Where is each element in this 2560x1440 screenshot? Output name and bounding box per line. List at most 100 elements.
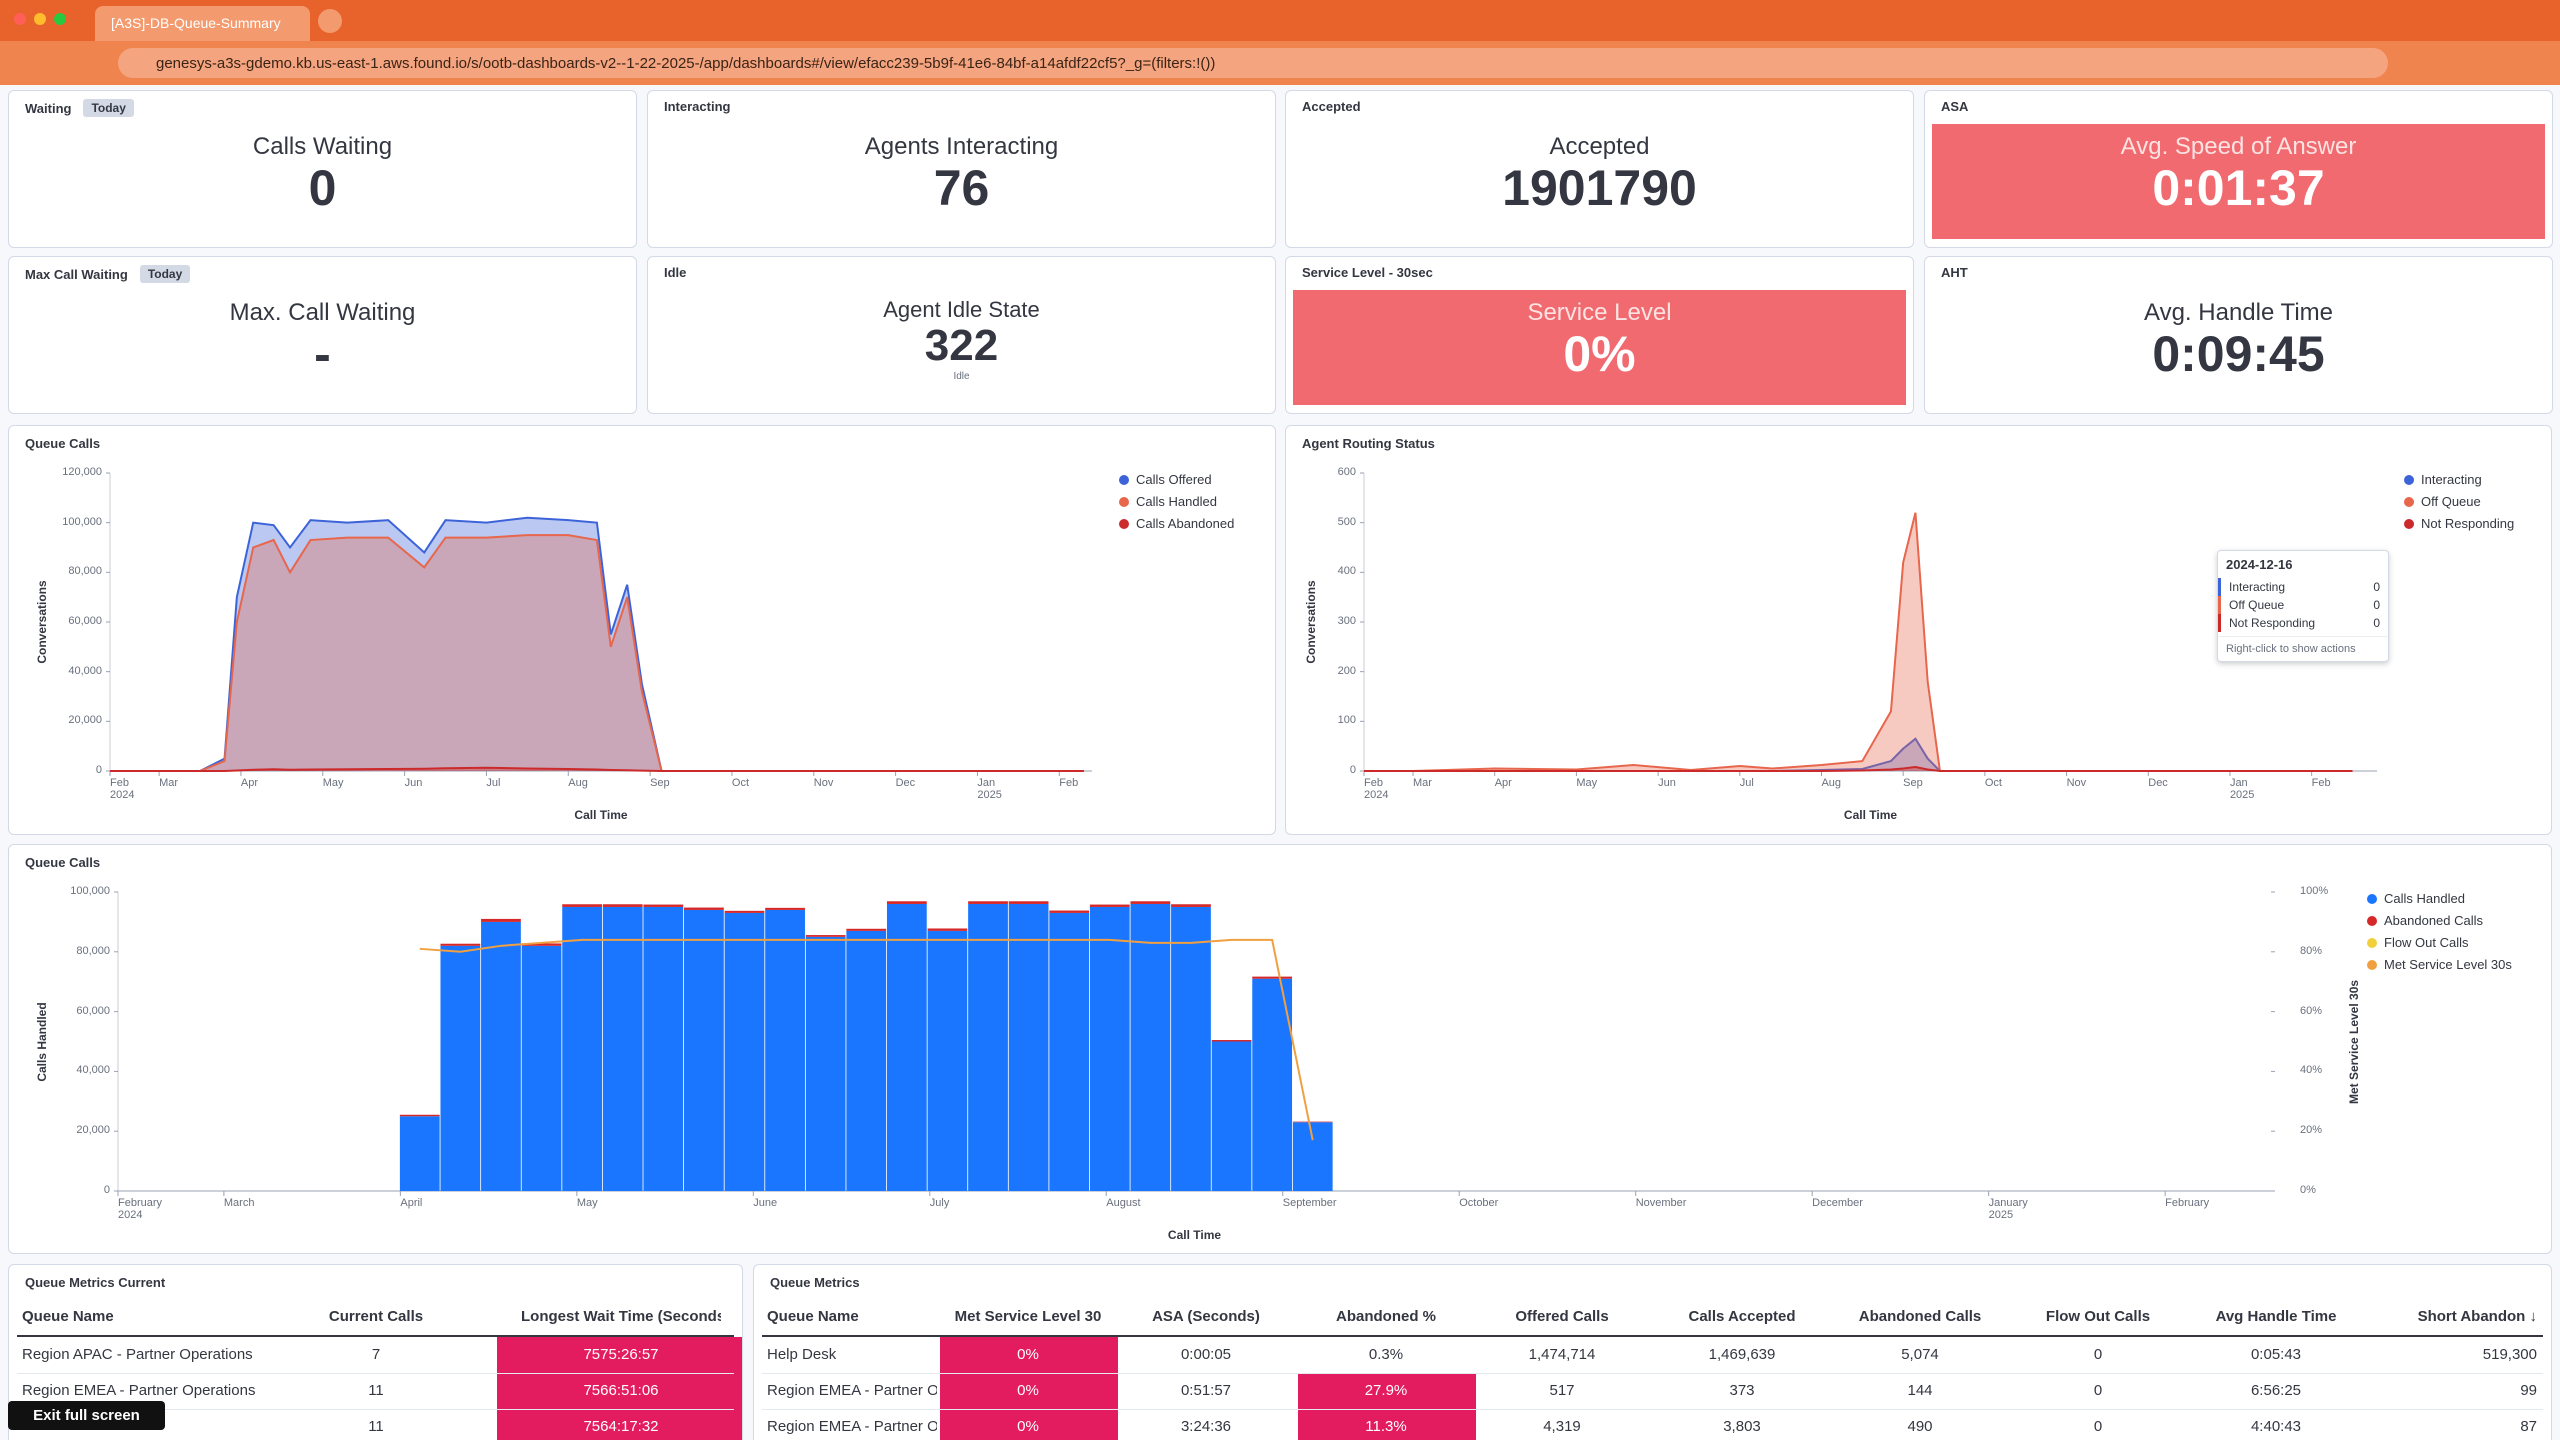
table-cell: 87 bbox=[2520, 1418, 2537, 1435]
header-rule bbox=[762, 1335, 2543, 1337]
y2-tick-label: 80% bbox=[2300, 944, 2323, 957]
column-header[interactable]: Avg Handle Time bbox=[2215, 1308, 2337, 1325]
legend-label[interactable]: Calls Abandoned bbox=[1136, 516, 1235, 531]
kpi-header: Max Call Waiting Today bbox=[25, 265, 191, 283]
plot bbox=[1360, 472, 2414, 776]
bar bbox=[1211, 1040, 1252, 1042]
kpi-header: Accepted bbox=[1302, 99, 1361, 114]
x-tick-label: September bbox=[1282, 1197, 1337, 1209]
legend-label[interactable]: Abandoned Calls bbox=[2384, 913, 2484, 928]
y-tick-label: 100,000 bbox=[70, 885, 110, 897]
x-tick-label: Feb 2024 bbox=[1364, 777, 1389, 802]
column-header[interactable]: Abandoned % bbox=[1336, 1308, 1436, 1325]
bar bbox=[724, 910, 765, 913]
bar bbox=[1049, 912, 1090, 1191]
exit-fullscreen[interactable]: Exit full screen bbox=[8, 1401, 165, 1430]
x-tick-label: Sep bbox=[650, 777, 670, 789]
bar bbox=[968, 903, 1008, 1191]
min-dot[interactable] bbox=[34, 13, 46, 25]
bar bbox=[846, 930, 887, 1191]
table-panel: Queue Metrics Queue Name Met Service Level… bbox=[753, 1264, 2552, 1440]
column-header[interactable]: Queue Name bbox=[767, 1308, 859, 1325]
column-header[interactable]: Calls Accepted bbox=[1688, 1308, 1796, 1325]
column-header[interactable]: ASA (Seconds) bbox=[1152, 1308, 1260, 1325]
legend-swatch bbox=[1119, 497, 1129, 507]
kpi-badge[interactable]: Today bbox=[139, 265, 191, 283]
bar bbox=[927, 930, 968, 1191]
x-tick-label: Oct bbox=[1984, 777, 2002, 789]
x-tick-label: Aug bbox=[1821, 777, 1842, 789]
column-header[interactable]: Current Calls bbox=[328, 1308, 424, 1325]
series-line bbox=[110, 766, 1084, 772]
table-cell: 0 bbox=[2093, 1382, 2103, 1399]
bar bbox=[1089, 904, 1130, 907]
tooltip-row: Not Responding 0 bbox=[2218, 614, 2388, 632]
y-tick-label: 200 bbox=[1337, 664, 1356, 677]
bar bbox=[481, 921, 521, 1191]
bar bbox=[1171, 904, 1211, 907]
kpi-label: Service Level bbox=[1527, 299, 1672, 326]
panel-title: Queue Calls bbox=[25, 436, 101, 451]
close-dot[interactable] bbox=[14, 13, 26, 25]
y-tick-label: 100 bbox=[1337, 714, 1356, 727]
kpi-value: 1901790 bbox=[1502, 160, 1697, 216]
url-field[interactable]: genesys-a3s-gdemo.kb.us-east-1.aws.found… bbox=[118, 48, 2388, 78]
kpi-label: Agent Idle State bbox=[883, 297, 1040, 322]
kpi-badge[interactable]: Today bbox=[83, 99, 134, 117]
column-header[interactable]: Longest Wait Time (Seconds) bbox=[521, 1308, 721, 1325]
table-cell: 4:40:43 bbox=[2250, 1418, 2302, 1435]
x-axis-title: Call Time bbox=[574, 808, 628, 822]
bar bbox=[643, 904, 684, 907]
column-header[interactable]: Short Abandon ↓ bbox=[2417, 1308, 2537, 1325]
table-cell: 0 bbox=[2093, 1418, 2103, 1435]
table-cell: 0:00:05 bbox=[1180, 1346, 1232, 1363]
new-tab[interactable] bbox=[318, 9, 342, 33]
y-tick-label: 80,000 bbox=[68, 565, 102, 578]
legend-label[interactable]: Calls Handled bbox=[1136, 494, 1217, 509]
table-cell: 517 bbox=[1549, 1382, 1575, 1399]
legend-label[interactable]: Met Service Level 30s bbox=[2384, 957, 2512, 972]
x-tick-label: March bbox=[223, 1197, 255, 1209]
tab[interactable]: [A3S]-DB-Queue-Summary- bbox=[95, 6, 310, 41]
table-cell: 0:51:57 bbox=[1180, 1382, 1232, 1399]
column-header[interactable]: Offered Calls bbox=[1515, 1308, 1609, 1325]
y-tick-label: 0 bbox=[103, 1184, 110, 1196]
x-tick-label: May bbox=[1576, 777, 1598, 789]
x-tick-label: February bbox=[2165, 1197, 2210, 1209]
tooltip-row: Interacting 0 bbox=[2218, 578, 2388, 596]
kpi-value: 0:09:45 bbox=[2152, 326, 2325, 382]
x-tick-label: Oct bbox=[731, 777, 750, 789]
tooltip-value: 0 bbox=[2373, 598, 2380, 612]
bar bbox=[805, 935, 846, 937]
kpi-value: 0:01:37 bbox=[2152, 160, 2325, 216]
legend-label[interactable]: Off Queue bbox=[2421, 494, 2481, 509]
legend-label[interactable]: Flow Out Calls bbox=[2384, 935, 2469, 950]
legend-label[interactable]: Interacting bbox=[2421, 472, 2482, 487]
bar bbox=[643, 906, 684, 1191]
y2-tick-label: 60% bbox=[2300, 1004, 2323, 1017]
cell-highlight bbox=[497, 1373, 742, 1409]
tooltip-value: 0 bbox=[2373, 580, 2380, 594]
kpi-header: Idle bbox=[664, 265, 686, 280]
kpi-panel-title: Service Level - 30sec bbox=[1302, 265, 1433, 280]
bar bbox=[927, 928, 968, 931]
bar bbox=[846, 928, 887, 931]
x-tick-label: May bbox=[322, 777, 344, 789]
max-dot[interactable] bbox=[54, 13, 66, 25]
column-header[interactable]: Flow Out Calls bbox=[2045, 1308, 2151, 1325]
column-header[interactable]: Met Service Level 30 bbox=[954, 1308, 1102, 1325]
legend-label[interactable]: Calls Handled bbox=[2384, 891, 2465, 906]
x-tick-label: Mar bbox=[1413, 777, 1432, 789]
column-header[interactable]: Queue Name bbox=[22, 1308, 114, 1325]
cell-highlight bbox=[497, 1409, 742, 1440]
column-header[interactable]: Abandoned Calls bbox=[1858, 1308, 1982, 1325]
x-tick-label: June bbox=[753, 1197, 778, 1209]
legend-label[interactable]: Not Responding bbox=[2421, 516, 2515, 531]
kpi-sublabel: Idle bbox=[953, 371, 970, 382]
bar bbox=[886, 903, 927, 1191]
cell-highlight bbox=[940, 1373, 1118, 1409]
legend-label[interactable]: Calls Offered bbox=[1136, 472, 1212, 487]
kpi-label: Avg. Speed of Answer bbox=[2120, 133, 2357, 160]
tooltip-name: Not Responding bbox=[2229, 616, 2316, 630]
bar bbox=[602, 904, 643, 907]
